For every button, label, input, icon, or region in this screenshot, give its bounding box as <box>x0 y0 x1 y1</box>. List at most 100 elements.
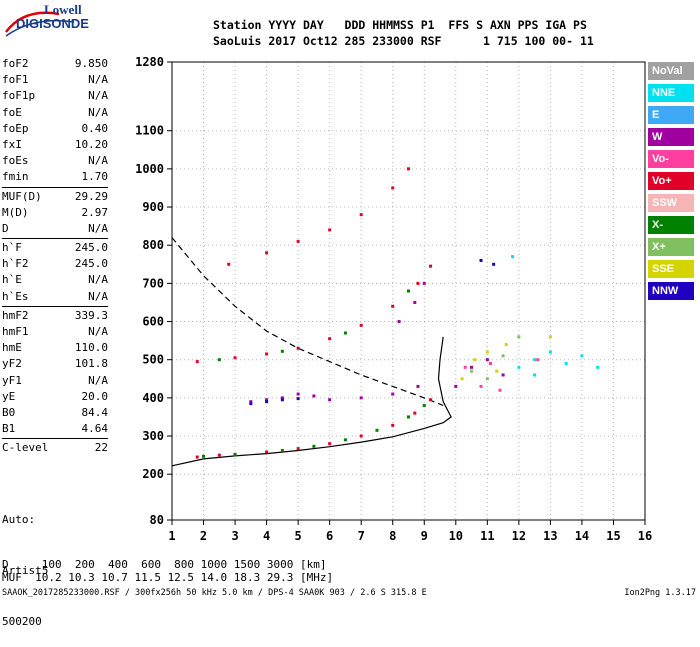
data-point <box>391 304 395 308</box>
param-name: foE <box>2 105 22 119</box>
muf-distance-row: D 100 200 400 600 800 1000 1500 3000 [km… <box>2 558 327 571</box>
param-value: N/A <box>88 89 108 103</box>
data-point <box>343 438 347 442</box>
data-point <box>195 455 199 459</box>
data-point <box>511 255 515 259</box>
data-point <box>429 264 433 268</box>
param-name: foEs <box>2 154 29 168</box>
data-point <box>265 251 269 255</box>
param-value: 84.4 <box>81 405 109 419</box>
param-row: D N/A <box>2 221 108 237</box>
param-row: h`E N/A <box>2 272 108 288</box>
x-tick-label: 16 <box>638 529 652 543</box>
param-name: yE <box>2 389 16 403</box>
param-name: hmF1 <box>2 325 29 338</box>
data-point <box>280 349 284 353</box>
param-row: foF1p N/A <box>2 88 108 104</box>
plot-frame <box>171 61 646 521</box>
data-point <box>533 358 537 362</box>
param-separator <box>2 305 108 307</box>
logo-swoosh-icon <box>5 11 75 37</box>
curve-model-dashed <box>171 237 444 407</box>
data-point <box>328 442 332 446</box>
param-value: 245.0 <box>74 241 108 255</box>
param-row: yF1 N/A <box>2 373 108 389</box>
data-point <box>533 373 537 377</box>
y-tick-label: 700 <box>142 276 164 290</box>
y-tick-label: 400 <box>142 391 164 405</box>
data-point <box>564 362 568 366</box>
param-name: h`F2 <box>2 257 29 271</box>
param-row: M(D) 2.97 <box>2 205 108 221</box>
data-point <box>504 342 508 346</box>
param-value: 110.0 <box>74 341 108 355</box>
data-point <box>416 384 420 388</box>
header-line2: SaoLuis 2017 Oct12 285 233000 RSF 1 715 … <box>213 34 594 48</box>
header-line1: Station YYYY DAY DDD HHMMSS P1 FFS S AXN… <box>213 18 587 32</box>
data-point <box>312 444 316 448</box>
param-value: N/A <box>88 105 108 119</box>
data-point <box>249 402 253 406</box>
data-point <box>391 392 395 396</box>
data-point <box>249 400 253 404</box>
param-value: 0.40 <box>81 121 109 135</box>
logo-line2: DIGISONDE <box>16 16 89 31</box>
x-tick-label: 11 <box>480 529 494 543</box>
data-point <box>501 354 505 358</box>
param-value: 9.850 <box>74 57 108 70</box>
y-tick-label: 1000 <box>135 162 164 176</box>
status-left: SAAOK_2017285233000.RSF / 300fx256h 50 k… <box>2 588 427 598</box>
param-value: 10.20 <box>74 137 108 151</box>
x-tick-label: 6 <box>326 529 333 543</box>
data-point <box>217 453 221 457</box>
data-point <box>397 320 401 324</box>
data-point <box>265 400 269 404</box>
legend-item-w: W <box>648 128 694 146</box>
data-point <box>296 397 300 401</box>
legend-item-nne: NNE <box>648 84 694 102</box>
artist-label: Artist5 <box>2 564 49 577</box>
data-point <box>407 415 410 419</box>
param-row: foE N/A <box>2 105 108 121</box>
y-tick-label: 500 <box>142 353 164 367</box>
data-point <box>328 398 332 402</box>
data-point <box>280 396 284 400</box>
data-point <box>202 454 206 458</box>
data-point <box>479 258 483 262</box>
y-tick-label: 1280 <box>135 55 164 69</box>
param-value: 1.70 <box>81 170 109 184</box>
data-point <box>485 350 489 354</box>
data-point <box>454 384 458 388</box>
legend-item-e: E <box>648 106 694 124</box>
data-point <box>488 362 492 366</box>
ionogram-chart: 1 2 3 4 5 6 7 8 9 10 11 12 13 14 15 1680200300400500600… <box>135 55 652 543</box>
data-point <box>391 186 395 190</box>
y-tick-label: 80 <box>150 513 164 527</box>
data-point <box>359 434 363 438</box>
data-point <box>375 428 379 432</box>
data-point <box>422 281 426 285</box>
param-name: C-level <box>2 441 49 455</box>
data-point <box>359 213 363 217</box>
data-point <box>470 365 474 369</box>
data-point <box>548 350 552 354</box>
status-right: Ion2Png 1.3.17 <box>624 588 696 598</box>
data-point <box>280 398 284 402</box>
legend-item-noval: NoVal <box>648 62 694 80</box>
data-point <box>296 346 300 350</box>
param-row: yF2 101.8 <box>2 356 108 372</box>
param-row: h`F 245.0 <box>2 240 108 256</box>
data-point <box>343 331 347 335</box>
y-tick-label: 600 <box>142 315 164 329</box>
param-value: N/A <box>88 373 108 387</box>
param-value: 4.64 <box>81 422 109 436</box>
x-tick-label: 7 <box>358 529 365 543</box>
x-tick-label: 15 <box>606 529 620 543</box>
data-point <box>501 373 505 377</box>
data-point <box>470 369 474 373</box>
param-row: C-level 22 <box>2 440 108 456</box>
param-name: h`F <box>2 241 22 255</box>
param-row: MUF(D) 29.29 <box>2 189 108 205</box>
x-tick-label: 1 <box>168 529 175 543</box>
param-row: fmin 1.70 <box>2 169 108 185</box>
